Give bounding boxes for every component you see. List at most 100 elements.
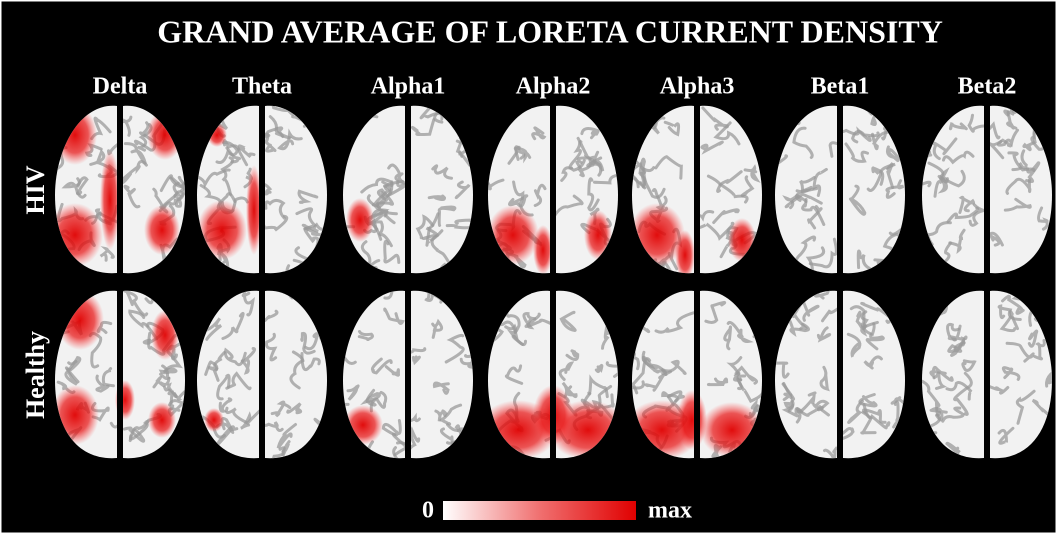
band-label: Alpha1: [371, 74, 446, 100]
gyri: [265, 105, 327, 274]
sulcus: [561, 381, 578, 399]
sulcus: [967, 113, 984, 133]
sulcus: [459, 357, 473, 369]
sulcus: [632, 357, 652, 395]
sulcus: [488, 169, 505, 191]
sulcus: [152, 375, 171, 389]
sulcus: [241, 290, 255, 317]
sulcus: [820, 290, 837, 323]
sulcus: [383, 307, 405, 325]
sulcus: [846, 332, 862, 358]
sulcus: [207, 351, 226, 372]
band-label: Beta2: [958, 74, 1017, 100]
sulcus: [568, 136, 582, 170]
sulcus: [605, 360, 618, 378]
sulcus: [556, 194, 584, 220]
sulcus: [432, 381, 450, 395]
sulcus: [533, 183, 547, 207]
sulcus: [866, 162, 896, 192]
sulcus: [1025, 161, 1041, 184]
sulcus: [885, 145, 901, 163]
sulcus: [297, 189, 319, 204]
sulcus: [865, 332, 885, 351]
sulcus: [922, 180, 932, 200]
sulcus: [221, 311, 245, 340]
sulcus: [990, 138, 1013, 160]
sulcus: [858, 393, 878, 408]
sulcus: [775, 361, 790, 379]
sulcus: [828, 138, 837, 158]
sulcus: [948, 122, 968, 131]
band-label: Theta: [232, 74, 292, 100]
sulcus: [700, 209, 715, 234]
sulcus: [1045, 369, 1052, 388]
sulcus: [391, 446, 405, 459]
sulcus: [265, 105, 295, 117]
sulcus: [301, 222, 327, 233]
sulcus: [123, 184, 141, 209]
sulcus: [373, 290, 394, 300]
sulcus: [1011, 149, 1028, 172]
gyri: [123, 290, 185, 443]
sulcus: [225, 406, 259, 425]
sulcus: [123, 142, 147, 165]
sulcus: [704, 300, 727, 324]
sulcus: [1015, 389, 1036, 425]
sulcus: [632, 380, 645, 402]
activation: [584, 210, 612, 260]
sulcus: [265, 214, 289, 232]
sulcus: [558, 361, 575, 381]
sulcus: [268, 115, 293, 140]
sulcus: [370, 357, 393, 375]
sulcus: [701, 106, 729, 131]
sulcus: [1005, 341, 1035, 363]
sulcus: [123, 290, 149, 317]
sulcus: [808, 237, 837, 269]
sulcus: [594, 363, 604, 374]
sulcus: [218, 397, 233, 413]
sulcus: [300, 331, 316, 355]
sulcus: [431, 164, 453, 180]
sulcus: [723, 325, 732, 351]
sulcus: [128, 309, 159, 341]
sulcus: [295, 207, 318, 231]
hemisphere: [843, 290, 905, 459]
sulcus: [654, 155, 683, 180]
sulcus: [871, 130, 889, 151]
sulcus: [654, 311, 694, 334]
sulcus: [941, 406, 965, 423]
sulcus: [997, 304, 1022, 321]
colorbar-min-label: 0: [422, 498, 434, 524]
sulcus: [437, 205, 457, 227]
sulcus: [807, 205, 823, 230]
sulcus: [927, 161, 948, 194]
sulcus: [383, 179, 405, 198]
brain: [197, 105, 327, 274]
activation: [533, 385, 550, 445]
sulcus: [706, 174, 749, 204]
sulcus: [863, 355, 883, 370]
sulcus: [223, 347, 247, 367]
sulcus: [587, 177, 600, 212]
sulcus: [225, 371, 252, 391]
activation: [556, 385, 573, 445]
sulcus: [632, 154, 640, 189]
band-label: Alpha2: [516, 74, 591, 100]
colorbar: [443, 501, 636, 520]
sulcus: [281, 440, 291, 457]
sulcus: [800, 297, 820, 322]
sulcus: [216, 373, 231, 401]
sulcus: [1027, 329, 1039, 348]
sulcus: [276, 423, 297, 449]
sulcus: [932, 371, 947, 390]
sulcus: [847, 399, 864, 424]
sulcus: [300, 352, 321, 372]
activation: [677, 390, 694, 450]
sulcus: [1031, 398, 1052, 425]
sulcus: [286, 402, 303, 415]
sulcus: [109, 412, 117, 437]
brain: [632, 290, 762, 459]
gyri: [411, 290, 473, 459]
activation: [148, 402, 176, 438]
sulcus: [716, 170, 743, 193]
